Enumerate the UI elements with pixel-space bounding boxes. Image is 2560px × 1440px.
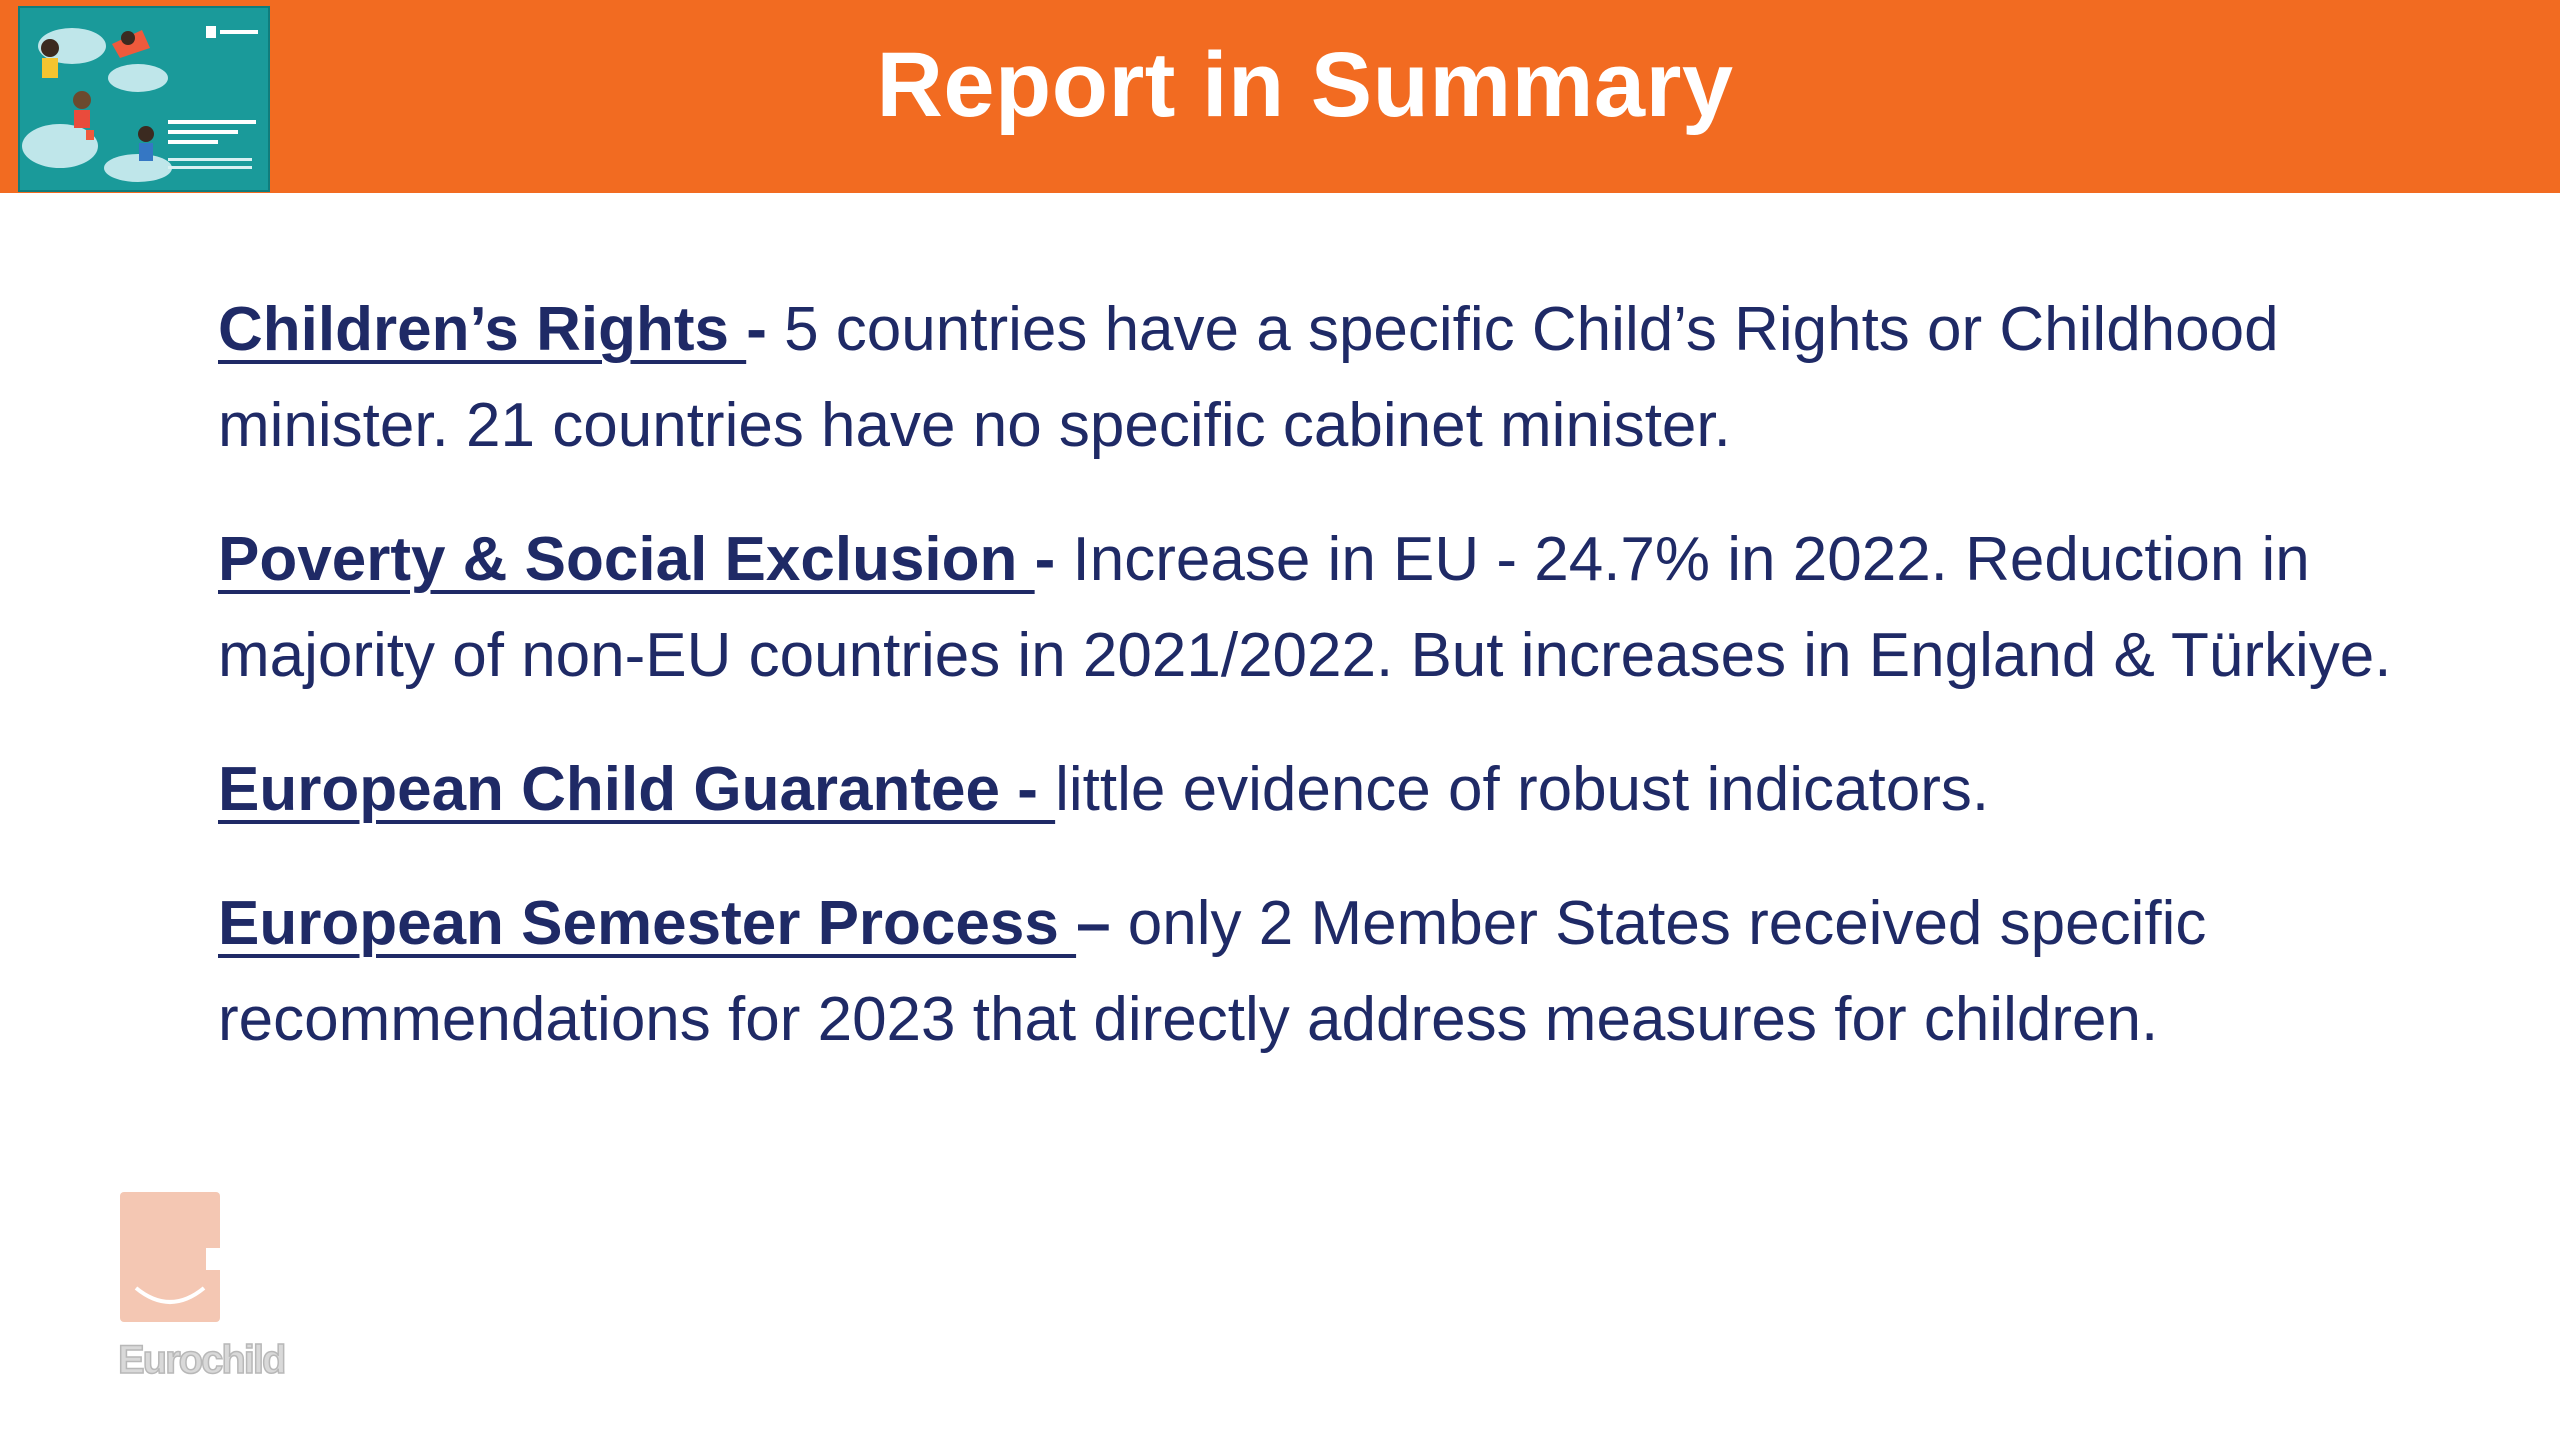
summary-item-semester: European Semester Process – only 2 Membe… [218, 876, 2448, 1068]
item-text: little evidence of robust indicators. [1055, 755, 1990, 824]
summary-item-child-guarantee: European Child Guarantee - little eviden… [218, 742, 2448, 838]
item-title: European Semester Process [218, 889, 1077, 958]
eurochild-logo-icon [118, 1190, 298, 1390]
item-title: Poverty & Social Exclusion [218, 525, 1035, 594]
smile-icon [120, 1192, 220, 1322]
summary-item-childrens-rights: Children’s Rights - 5 countries have a s… [218, 282, 2448, 474]
item-separator: - [1034, 525, 1073, 594]
item-title: European Child Guarantee - [218, 755, 1056, 824]
logo-wordmark: Eurochild [117, 1337, 287, 1383]
report-cover-thumbnail [18, 6, 270, 192]
summary-item-poverty: Poverty & Social Exclusion - Increase in… [218, 512, 2448, 704]
item-title: Children’s Rights [218, 295, 747, 364]
item-separator: – [1076, 889, 1128, 958]
item-text: only 2 Member States received specific r… [218, 889, 2207, 1054]
page-title: Report in Summary [876, 33, 1734, 136]
summary-list: Children’s Rights - 5 countries have a s… [218, 282, 2448, 1106]
title-banner [0, 0, 2560, 193]
report-cover-illustration [20, 8, 268, 190]
item-text: Increase in EU - 24.7% in 2022. Reductio… [218, 525, 2392, 690]
item-text: 5 countries have a specific Child’s Righ… [218, 295, 2279, 460]
item-separator: - [746, 295, 785, 364]
